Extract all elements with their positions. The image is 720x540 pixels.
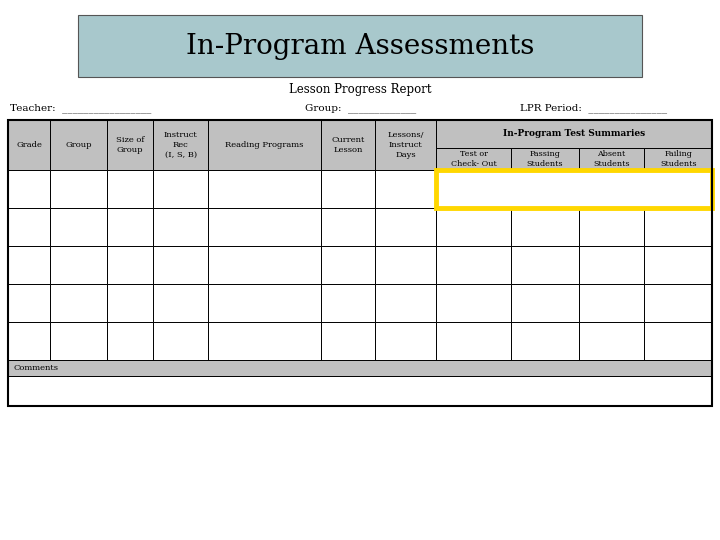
Bar (208, 246, 320, 284)
Bar (153, 208, 208, 246)
Text: Group: Group (65, 141, 91, 149)
Bar (78, 15, 642, 77)
Bar (8, 376, 712, 406)
Bar (511, 208, 579, 246)
Bar (644, 284, 712, 322)
Bar (579, 322, 644, 360)
Bar (436, 322, 511, 360)
Bar (153, 246, 208, 284)
Bar (436, 284, 511, 322)
Text: In-Program Assessments: In-Program Assessments (186, 32, 534, 59)
Bar (8, 120, 712, 406)
Bar (153, 284, 208, 322)
Bar (208, 322, 320, 360)
Bar (644, 208, 712, 246)
Bar (50, 170, 107, 208)
Bar (436, 246, 511, 284)
Bar (375, 208, 436, 246)
Text: Reading Programs: Reading Programs (225, 141, 303, 149)
Text: Test or
Check- Out: Test or Check- Out (451, 151, 497, 167)
Bar (579, 284, 644, 322)
Text: In-Program Test Summaries: In-Program Test Summaries (503, 130, 645, 138)
Bar (8, 246, 50, 284)
Bar (375, 322, 436, 360)
Bar (511, 246, 579, 284)
Bar (644, 148, 712, 170)
Bar (8, 208, 50, 246)
Bar (511, 322, 579, 360)
Text: Grade: Grade (16, 141, 42, 149)
Bar (579, 170, 644, 208)
Text: Current
Lesson: Current Lesson (331, 136, 364, 154)
Bar (208, 170, 320, 208)
Bar (436, 170, 712, 208)
Bar (375, 246, 436, 284)
Text: Lesson Progress Report: Lesson Progress Report (289, 84, 431, 97)
Bar (50, 246, 107, 284)
Bar (436, 120, 712, 148)
Bar (579, 148, 644, 170)
Bar (8, 284, 50, 322)
Bar (50, 284, 107, 322)
Text: Failing
Students: Failing Students (660, 151, 696, 167)
Bar (511, 148, 579, 170)
Bar (153, 120, 208, 170)
Bar (107, 120, 153, 170)
Bar (579, 246, 644, 284)
Bar (320, 120, 375, 170)
Bar (107, 208, 153, 246)
Bar (644, 322, 712, 360)
Bar (436, 170, 511, 208)
Bar (320, 284, 375, 322)
Bar (579, 208, 644, 246)
Bar (208, 208, 320, 246)
Text: LPR Period:  _______________: LPR Period: _______________ (520, 103, 667, 113)
Bar (107, 284, 153, 322)
Bar (50, 120, 107, 170)
Bar (8, 120, 50, 170)
Bar (208, 120, 320, 170)
Bar (153, 170, 208, 208)
Text: Group:  _____________: Group: _____________ (305, 103, 416, 113)
Bar (153, 322, 208, 360)
Bar (320, 322, 375, 360)
Bar (8, 170, 50, 208)
Bar (320, 208, 375, 246)
Bar (107, 322, 153, 360)
Text: Instruct
Rec
(I, S, B): Instruct Rec (I, S, B) (164, 131, 197, 159)
Bar (644, 170, 712, 208)
Text: Passing
Students: Passing Students (526, 151, 563, 167)
Text: Absent
Students: Absent Students (593, 151, 630, 167)
Bar (436, 208, 511, 246)
Bar (107, 246, 153, 284)
Bar (375, 170, 436, 208)
Bar (375, 284, 436, 322)
Text: Size of
Group: Size of Group (116, 136, 144, 154)
Bar (50, 208, 107, 246)
Bar (50, 322, 107, 360)
Bar (320, 170, 375, 208)
Bar (511, 170, 579, 208)
Bar (375, 120, 436, 170)
Bar (8, 360, 712, 376)
Bar (107, 170, 153, 208)
Bar (436, 148, 511, 170)
Bar (208, 284, 320, 322)
Bar (320, 246, 375, 284)
Bar (511, 284, 579, 322)
Bar (8, 322, 50, 360)
Bar (644, 246, 712, 284)
Text: Comments: Comments (13, 364, 58, 372)
Text: Lessons/
Instruct
Days: Lessons/ Instruct Days (387, 131, 424, 159)
Text: Teacher:  _________________: Teacher: _________________ (10, 103, 151, 113)
